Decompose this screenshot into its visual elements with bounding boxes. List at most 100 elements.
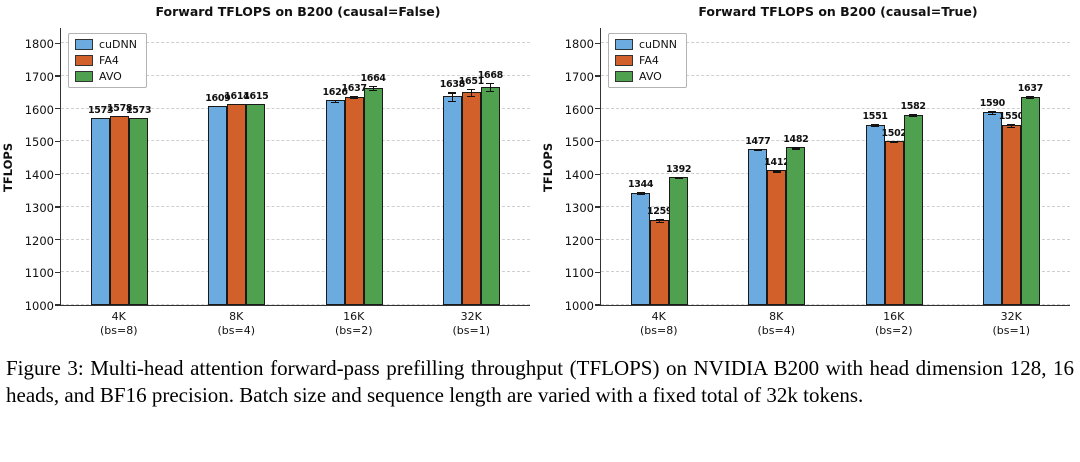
x-axis-ticks: 4K (bs=8) 8K (bs=4) 16K (bs=2) 32K (bs=1)	[60, 310, 530, 339]
legend-item-FA4: FA4	[615, 54, 677, 67]
x-tick-label: 4K (bs=8)	[630, 310, 688, 339]
error-bar-cap	[448, 101, 457, 103]
gridline	[61, 173, 530, 175]
y-tick-label: 1700	[24, 70, 54, 85]
error-bar-cap	[486, 82, 495, 84]
error-bar-line	[678, 176, 680, 180]
bar-FA4-16K: 1502	[882, 128, 907, 305]
legend-swatch	[75, 71, 93, 82]
error-bar-line	[912, 114, 914, 118]
legend-label: FA4	[99, 54, 119, 67]
y-tick-mark	[595, 271, 601, 273]
x-tick-batchsize: (bs=1)	[992, 324, 1030, 338]
x-tick-label: 32K (bs=1)	[442, 310, 500, 339]
y-tick-label: 1400	[24, 168, 54, 183]
error-bar-line	[334, 99, 336, 103]
bar-FA4-4K: 1259	[647, 206, 673, 305]
bar-AVO-8K: 1482	[783, 134, 809, 305]
error-bar-line	[874, 124, 876, 128]
chart-body: TFLOPS 1000 1100 1200 1300 1400 1500 1600 1700 18…	[0, 28, 538, 313]
error-bar	[772, 169, 781, 173]
x-tick-batchsize: (bs=8)	[99, 324, 138, 338]
error-bar	[988, 111, 997, 115]
bar-FA4-8K: 1614	[224, 91, 250, 305]
x-tick-batchsize: (bs=4)	[757, 324, 795, 338]
error-bar-cap	[753, 148, 762, 150]
error-bar-cap	[467, 95, 476, 98]
legend-item-FA4: FA4	[75, 54, 137, 67]
error-bar-line	[640, 192, 642, 195]
x-tick-label: 16K (bs=2)	[865, 310, 923, 339]
bar-cuDNN-32K: 1638	[440, 79, 465, 305]
y-axis-ticks: 1000 1100 1200 1300 1400 1500 1600 1700 1800	[16, 28, 60, 313]
bar-value-label: 1502	[881, 127, 908, 139]
bar-groups: 1344 1259 1392 1477 1412 1482 1551 1502 1582 1590…	[601, 28, 1070, 305]
y-tick-label: 1800	[24, 37, 54, 52]
error-bar	[467, 89, 476, 98]
x-tick-batchsize: (bs=2)	[874, 324, 913, 338]
bar-value-label: 1614	[224, 91, 250, 103]
error-bar-cap	[871, 126, 880, 128]
y-axis-label: TFLOPS	[541, 142, 555, 192]
x-tick-seqlen: 16K	[343, 310, 365, 323]
error-bar-cap	[655, 222, 664, 224]
error-bar-cap	[486, 91, 495, 93]
gridline	[601, 304, 1070, 305]
error-bar-line	[353, 96, 355, 100]
y-tick-mark	[595, 42, 601, 45]
error-bar-line	[893, 140, 895, 144]
y-tick-label: 1300	[24, 200, 54, 215]
bar-value-label: 1615	[243, 90, 269, 102]
gridline	[61, 271, 530, 273]
error-bar-cap	[331, 101, 340, 103]
bar-AVO-16K: 1664	[361, 73, 386, 305]
bar-AVO-4K: 1573	[126, 105, 152, 305]
error-bar	[753, 148, 762, 152]
error-bar-line	[795, 147, 797, 150]
error-bar	[369, 86, 378, 92]
error-bar-cap	[369, 86, 378, 88]
x-tick-label: 8K (bs=4)	[747, 310, 805, 339]
error-bar-cap	[331, 99, 340, 101]
bar-value-label: 1259	[647, 206, 673, 218]
error-bar-cap	[909, 116, 918, 118]
bar-value-label: 1392	[666, 163, 692, 175]
x-tick-batchsize: (bs=4)	[217, 324, 255, 338]
bar-value-label: 1582	[900, 101, 927, 113]
error-bar-line	[659, 219, 661, 224]
bar-value-label: 1626	[322, 86, 349, 98]
y-tick-label: 1500	[24, 135, 54, 150]
error-bar	[448, 92, 457, 103]
gridline	[601, 173, 1070, 175]
error-bar-line	[470, 89, 472, 98]
error-bar-cap	[909, 114, 918, 116]
error-bar-cap	[1007, 124, 1016, 126]
y-tick-mark	[595, 206, 601, 208]
error-bar-cap	[467, 89, 476, 91]
y-tick-label: 1500	[564, 135, 594, 150]
bar-value-label: 1637	[1017, 83, 1044, 95]
gridline	[61, 42, 530, 44]
error-bar-cap	[772, 169, 781, 172]
gridline	[61, 238, 530, 240]
charts-row: Forward TFLOPS on B200 (causal=False) TFL…	[0, 4, 1080, 339]
bar-value-label: 1651	[458, 76, 485, 88]
error-bar	[890, 140, 899, 144]
error-bar-line	[776, 169, 778, 173]
error-bar	[909, 114, 918, 118]
error-bar-line	[489, 82, 491, 93]
bar-AVO-32K: 1668	[478, 70, 503, 305]
x-tick-label: 4K (bs=8)	[90, 310, 148, 339]
y-axis-label: TFLOPS	[1, 142, 15, 192]
error-bar	[871, 124, 880, 128]
x-tick-label: 16K (bs=2)	[325, 310, 383, 339]
bar-value-label: 1578	[107, 103, 133, 114]
gridline	[601, 42, 1070, 44]
error-bar-line	[991, 111, 993, 115]
legend: cuDNN FA4 AVO	[68, 33, 147, 88]
error-bar-cap	[448, 92, 457, 94]
chart-causal-false: Forward TFLOPS on B200 (causal=False) TFL…	[0, 4, 538, 339]
legend-label: AVO	[99, 70, 122, 83]
x-tick-seqlen: 16K	[883, 310, 905, 323]
y-tick-mark	[595, 173, 601, 175]
